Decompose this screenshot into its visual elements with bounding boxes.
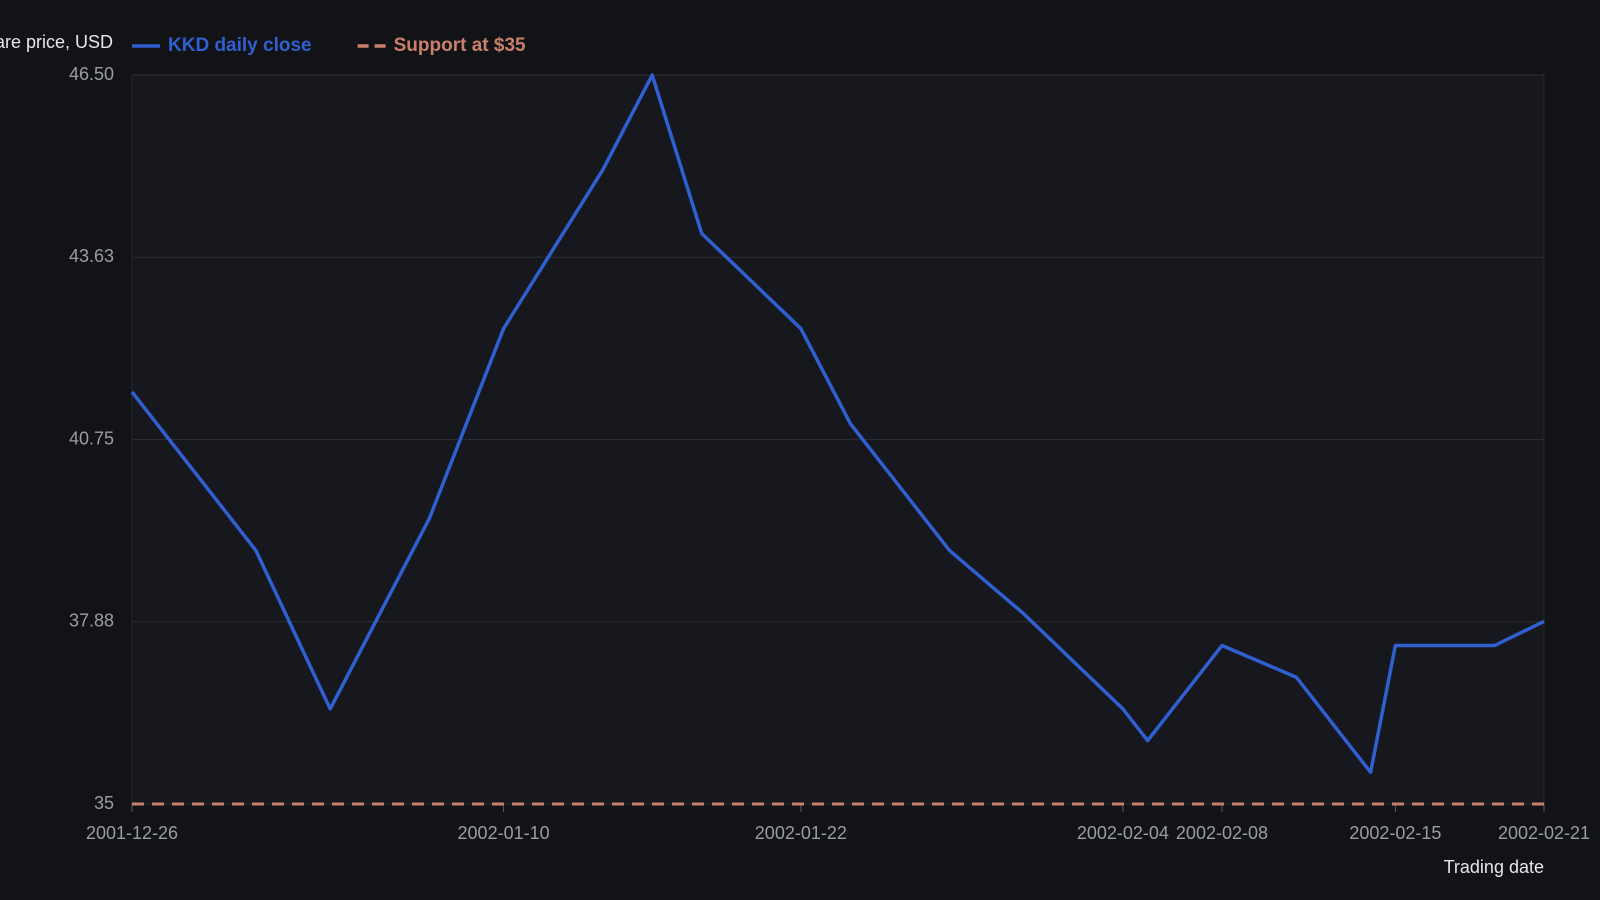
x-tick-label: 2001-12-26 bbox=[86, 823, 178, 843]
y-tick-label: 40.75 bbox=[69, 428, 114, 448]
y-tick-label: 43.63 bbox=[69, 246, 114, 266]
x-tick-label: 2002-02-08 bbox=[1176, 823, 1268, 843]
y-tick-label: 46.50 bbox=[69, 64, 114, 84]
x-axis-label: Trading date bbox=[1444, 857, 1544, 877]
x-tick-label: 2002-02-15 bbox=[1349, 823, 1441, 843]
x-tick-label: 2002-02-04 bbox=[1077, 823, 1169, 843]
y-axis-label: Share price, USD bbox=[0, 32, 113, 52]
y-tick-label: 35 bbox=[94, 793, 114, 813]
x-tick-label: 2002-02-21 bbox=[1498, 823, 1590, 843]
y-tick-label: 37.88 bbox=[69, 611, 114, 631]
x-tick-label: 2002-01-22 bbox=[755, 823, 847, 843]
x-tick-label: 2002-01-10 bbox=[458, 823, 550, 843]
series-line bbox=[130, 73, 1545, 775]
legend-label: KKD daily close bbox=[168, 35, 312, 56]
legend-label: Support at $35 bbox=[394, 35, 526, 56]
